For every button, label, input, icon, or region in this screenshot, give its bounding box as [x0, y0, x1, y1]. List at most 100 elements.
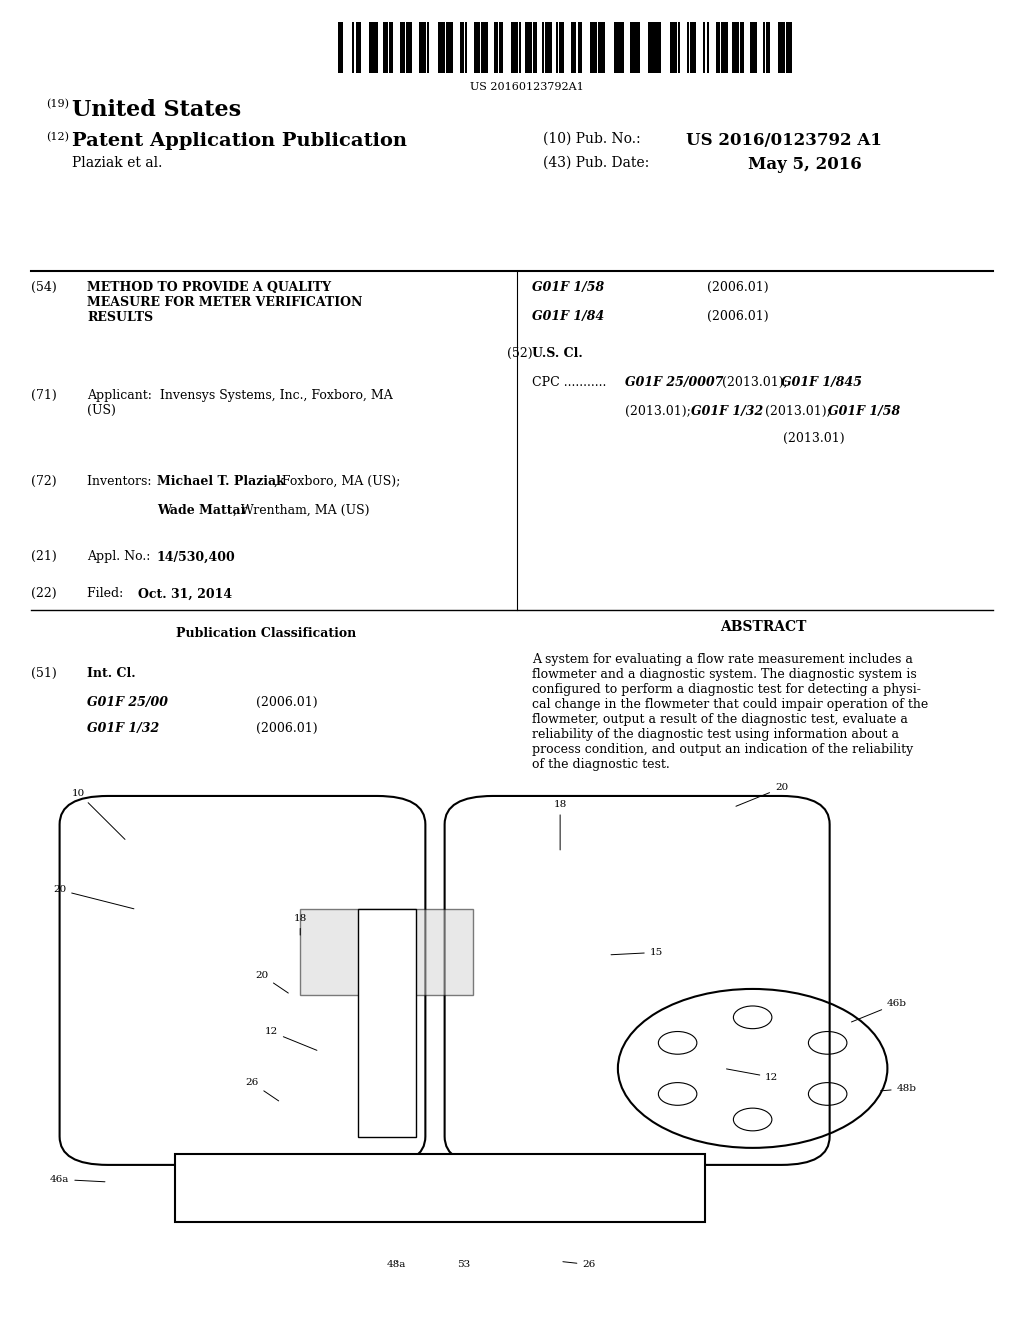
Text: 14/530,400: 14/530,400: [157, 550, 236, 564]
Bar: [778, 22, 785, 73]
Text: Publication Classification: Publication Classification: [176, 627, 356, 640]
Bar: [352, 22, 354, 73]
Bar: [542, 22, 545, 73]
Text: US 20160123792A1: US 20160123792A1: [470, 82, 585, 92]
Bar: [740, 22, 744, 73]
Text: 18: 18: [554, 800, 566, 850]
Text: Int. Cl.: Int. Cl.: [87, 667, 135, 680]
Bar: [407, 22, 412, 73]
Bar: [578, 22, 582, 73]
Bar: [445, 22, 453, 73]
Text: G01F 25/00: G01F 25/00: [87, 696, 168, 709]
Text: 20: 20: [736, 783, 788, 807]
Bar: [419, 22, 426, 73]
Text: 18: 18: [294, 913, 307, 935]
Text: 20: 20: [53, 886, 134, 908]
Text: G01F 25/0007: G01F 25/0007: [625, 376, 723, 389]
Text: (52): (52): [507, 347, 532, 360]
Bar: [556, 22, 558, 73]
Bar: [369, 22, 376, 73]
Bar: [338, 22, 343, 73]
Text: G01F 1/84: G01F 1/84: [532, 310, 605, 323]
Bar: [670, 22, 677, 73]
Bar: [755, 22, 757, 73]
Text: (2006.01): (2006.01): [256, 696, 317, 709]
Bar: [175, 1154, 705, 1222]
Text: May 5, 2016: May 5, 2016: [748, 156, 861, 173]
Text: G01F 1/845: G01F 1/845: [781, 376, 862, 389]
Bar: [655, 22, 660, 73]
Text: (10) Pub. No.:: (10) Pub. No.:: [543, 132, 640, 147]
Bar: [786, 22, 792, 73]
Bar: [590, 22, 597, 73]
Text: United States: United States: [72, 99, 241, 121]
Text: (21): (21): [31, 550, 56, 564]
Text: U.S. Cl.: U.S. Cl.: [532, 347, 584, 360]
Bar: [545, 22, 552, 73]
Bar: [534, 22, 537, 73]
Text: 48a: 48a: [387, 1261, 407, 1269]
Text: (2013.01);: (2013.01);: [761, 405, 835, 418]
Text: (2013.01);: (2013.01);: [625, 405, 694, 418]
Bar: [438, 22, 445, 73]
Text: (2013.01);: (2013.01);: [718, 376, 792, 389]
Bar: [559, 22, 564, 73]
Text: METHOD TO PROVIDE A QUALITY
MEASURE FOR METER VERIFICATION
RESULTS: METHOD TO PROVIDE A QUALITY MEASURE FOR …: [87, 281, 362, 325]
Text: (2006.01): (2006.01): [256, 722, 317, 735]
Bar: [427, 22, 429, 73]
Bar: [598, 22, 605, 73]
Text: 46b: 46b: [852, 999, 907, 1022]
Text: (71): (71): [31, 389, 56, 403]
Text: (19): (19): [46, 99, 69, 110]
Bar: [481, 22, 488, 73]
Text: A system for evaluating a flow rate measurement includes a
flowmeter and a diagn: A system for evaluating a flow rate meas…: [532, 653, 929, 771]
Bar: [465, 22, 467, 73]
Text: 12: 12: [265, 1027, 316, 1051]
Text: , Wrentham, MA (US): , Wrentham, MA (US): [233, 504, 370, 517]
Bar: [376, 22, 379, 73]
Bar: [614, 22, 620, 73]
Bar: [511, 22, 518, 73]
Text: (43) Pub. Date:: (43) Pub. Date:: [543, 156, 649, 170]
Bar: [637, 22, 640, 73]
Bar: [678, 22, 680, 73]
Bar: [631, 22, 636, 73]
Text: Filed:: Filed:: [87, 587, 152, 601]
Bar: [732, 22, 739, 73]
Bar: [494, 22, 498, 73]
Text: 26: 26: [563, 1261, 596, 1269]
Bar: [400, 22, 406, 73]
Text: US 2016/0123792 A1: US 2016/0123792 A1: [686, 132, 882, 149]
Bar: [525, 22, 532, 73]
Text: Michael T. Plaziak: Michael T. Plaziak: [157, 475, 285, 488]
Bar: [647, 22, 654, 73]
Text: 46a: 46a: [50, 1175, 104, 1184]
Text: Plaziak et al.: Plaziak et al.: [72, 156, 162, 170]
Bar: [389, 22, 393, 73]
Bar: [766, 22, 770, 73]
Text: Wade Mattar: Wade Mattar: [157, 504, 247, 517]
Bar: [621, 22, 625, 73]
Text: , Foxboro, MA (US);: , Foxboro, MA (US);: [274, 475, 400, 488]
Text: Inventors:: Inventors:: [87, 475, 160, 488]
Text: 12: 12: [726, 1069, 778, 1082]
Text: Oct. 31, 2014: Oct. 31, 2014: [138, 587, 232, 601]
Bar: [687, 22, 689, 73]
Bar: [750, 22, 754, 73]
Text: 15: 15: [611, 948, 663, 957]
Bar: [473, 22, 480, 73]
Bar: [721, 22, 728, 73]
Bar: [460, 22, 464, 73]
Bar: [707, 22, 709, 73]
Bar: [702, 22, 706, 73]
Text: G01F 1/58: G01F 1/58: [532, 281, 605, 294]
Text: Patent Application Publication: Patent Application Publication: [72, 132, 407, 150]
Bar: [571, 22, 577, 73]
Bar: [690, 22, 695, 73]
Text: (51): (51): [31, 667, 56, 680]
Text: ABSTRACT: ABSTRACT: [720, 620, 806, 635]
Text: G01F 1/32: G01F 1/32: [87, 722, 160, 735]
Text: 10: 10: [73, 789, 125, 840]
Text: Appl. No.:: Appl. No.:: [87, 550, 159, 564]
Text: (12): (12): [46, 132, 69, 143]
